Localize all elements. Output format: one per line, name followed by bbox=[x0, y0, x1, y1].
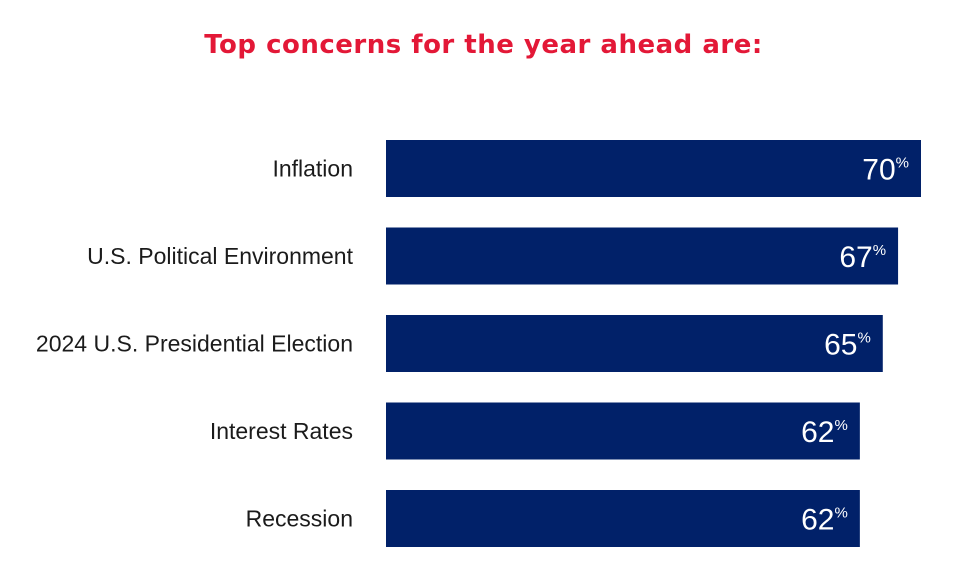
category-label-0: Inflation bbox=[272, 156, 353, 182]
bar-1 bbox=[386, 227, 899, 285]
bar-4 bbox=[386, 490, 860, 547]
chart-title: Top concerns for the year ahead are: bbox=[204, 30, 763, 60]
value-label-3: 62% bbox=[801, 416, 848, 449]
bars-group: Inflation 70% U.S. Political Environment 67… bbox=[36, 140, 921, 547]
bar-3 bbox=[386, 402, 860, 460]
value-label-0: 70% bbox=[862, 154, 909, 187]
value-label-1: 67% bbox=[839, 241, 886, 274]
category-label-3: Interest Rates bbox=[210, 418, 353, 444]
value-label-2: 65% bbox=[824, 329, 871, 362]
category-label-1: U.S. Political Environment bbox=[87, 243, 353, 269]
category-label-4: Recession bbox=[246, 506, 353, 532]
category-label-2: 2024 U.S. Presidential Election bbox=[36, 331, 353, 357]
bar-0 bbox=[386, 140, 921, 197]
value-label-4: 62% bbox=[801, 504, 848, 537]
bar-2 bbox=[386, 315, 883, 372]
